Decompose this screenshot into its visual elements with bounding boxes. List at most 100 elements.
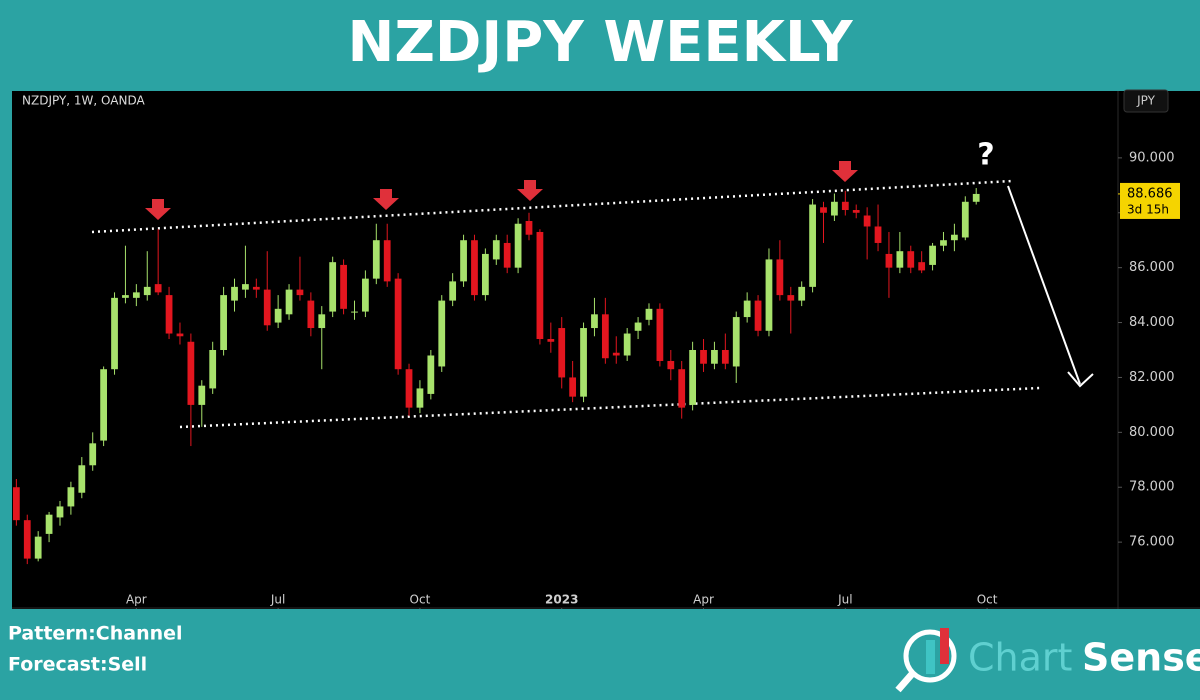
down-marker [832, 161, 858, 182]
candle-body [732, 317, 740, 367]
candle-body [427, 355, 435, 394]
candle-body [318, 314, 326, 329]
candle-body [362, 278, 369, 312]
candle-body [165, 295, 173, 334]
forecast-arrow [1007, 185, 1094, 388]
candle-body [623, 333, 631, 356]
candle-body [252, 286, 260, 290]
candle-body [678, 369, 686, 408]
candle-body [689, 350, 696, 405]
candle-body [67, 487, 75, 507]
candle-body [78, 465, 86, 493]
x-tick-label: Oct [977, 593, 998, 607]
x-tick-label: Apr [126, 593, 147, 607]
candle-body [863, 215, 871, 227]
footer-bar [0, 609, 1200, 700]
header-bar [0, 0, 1200, 90]
pattern-label: Pattern:Channel [8, 623, 183, 645]
candle-body [765, 259, 773, 331]
candle-body [503, 242, 511, 268]
candles [12, 188, 980, 565]
candle-body [820, 207, 827, 213]
arrow-line [1007, 185, 1081, 385]
down-marker [373, 189, 399, 210]
candle-body [929, 245, 936, 265]
x-tick-label: Apr [693, 593, 714, 607]
currency-box [1123, 89, 1169, 113]
candle-body [12, 487, 20, 521]
candle-body [852, 210, 860, 213]
candle-body [100, 369, 108, 441]
candle-body [961, 201, 969, 238]
y-tick-label: 80.000 [1129, 425, 1175, 440]
candle-body [383, 240, 391, 282]
y-tick-label: 90.000 [1129, 150, 1175, 165]
candle-body [111, 297, 118, 370]
candle-body [471, 240, 478, 296]
y-tick-label: 84.000 [1129, 315, 1175, 330]
candle-body [176, 333, 184, 337]
down-marker [517, 180, 543, 201]
axes: 76.00078.00080.00082.00084.00086.00088.0… [126, 150, 1180, 611]
candle-body [558, 328, 566, 378]
candle-body [841, 201, 849, 211]
candle-body [481, 253, 489, 296]
candle-body [449, 281, 457, 301]
countdown-label: 3d 15h [1127, 202, 1169, 216]
logo-candle [940, 628, 949, 664]
candle-body [351, 311, 358, 313]
candle-body [569, 377, 577, 397]
symbol-label: NZDJPY, 1W, OANDA [22, 94, 145, 108]
candle-body [896, 251, 904, 268]
candle-body [743, 300, 751, 318]
candle-body [492, 240, 500, 260]
candle-body [514, 223, 522, 268]
candle-body [645, 308, 653, 320]
candle-body [525, 221, 533, 235]
candle-body [394, 278, 402, 370]
candle-body [285, 289, 293, 315]
candle-body [547, 339, 555, 342]
candle-body [340, 264, 347, 309]
x-tick-label: 2023 [545, 593, 578, 607]
candle-body [721, 350, 729, 364]
candle-body [601, 314, 609, 359]
candle-body [918, 262, 926, 271]
candle-body [907, 251, 915, 268]
candle-body [940, 240, 947, 246]
candle-body [405, 369, 413, 408]
logo-text-a: Chart [968, 636, 1072, 680]
chart-title: NZDJPY WEEKLY [347, 10, 854, 75]
candle-body [951, 234, 958, 241]
candle-body [34, 536, 42, 559]
candle-body [656, 308, 664, 361]
candle-body [209, 350, 217, 389]
candle-body [132, 292, 140, 298]
candle-body [536, 231, 544, 340]
y-tick-label: 86.000 [1129, 260, 1175, 275]
candle-body [885, 253, 893, 268]
candle-body [372, 240, 380, 279]
last-price-box [1120, 182, 1180, 219]
candle-body [89, 443, 97, 466]
logo-icon [895, 628, 957, 693]
candle-body [754, 300, 762, 331]
candle-body [154, 284, 162, 293]
candle-body [143, 286, 151, 296]
x-tick-label: Oct [410, 593, 431, 607]
currency-label: JPY [1136, 94, 1156, 108]
candle-body [296, 289, 304, 296]
candle-body [809, 204, 816, 287]
question-mark: ? [977, 138, 994, 173]
x-tick-label: Jul [270, 593, 285, 607]
last-price-label: 88.686 [1127, 186, 1173, 201]
x-tick-label: Jul [837, 593, 852, 607]
candle-body [329, 262, 337, 312]
logo-candle [926, 640, 935, 674]
candle-body [612, 352, 620, 356]
candle-body [187, 341, 195, 405]
candle-body [667, 360, 675, 370]
logo-text-b: Sense [1082, 636, 1200, 680]
candle-body [23, 520, 31, 559]
